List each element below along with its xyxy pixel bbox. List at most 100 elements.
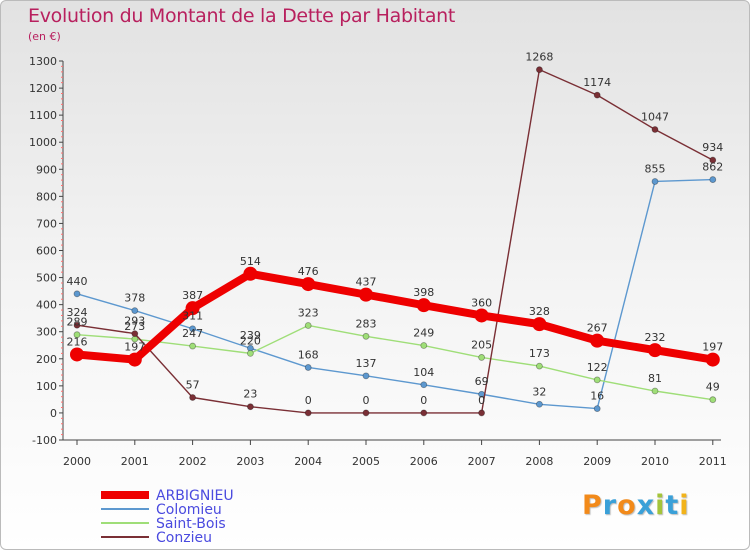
series-line bbox=[76, 178, 714, 410]
data-label: 283 bbox=[356, 317, 377, 330]
data-label: 0 bbox=[363, 394, 370, 407]
data-label: 0 bbox=[420, 394, 427, 407]
data-label: 16 bbox=[590, 390, 604, 403]
data-point bbox=[127, 352, 142, 367]
data-label: 0 bbox=[305, 394, 312, 407]
data-point bbox=[420, 342, 428, 349]
data-point bbox=[478, 354, 486, 361]
data-label: 247 bbox=[182, 327, 203, 340]
data-point bbox=[189, 325, 197, 333]
logo-letter: x bbox=[636, 490, 656, 521]
data-point bbox=[420, 381, 428, 389]
y-tick-label: 300 bbox=[36, 326, 57, 339]
x-tick-label: 2000 bbox=[63, 455, 91, 468]
y-tick-label: 1300 bbox=[29, 55, 57, 68]
data-point bbox=[416, 298, 431, 313]
y-tick-label: 900 bbox=[36, 163, 57, 176]
y-tick-label: 500 bbox=[36, 272, 57, 285]
data-label: 249 bbox=[413, 327, 434, 340]
data-label: 267 bbox=[587, 322, 608, 335]
data-label: 289 bbox=[67, 316, 88, 329]
logo-letter: P bbox=[582, 490, 603, 521]
data-label: 49 bbox=[706, 381, 720, 394]
x-tick-label: 2004 bbox=[294, 455, 322, 468]
y-tick-label: 1000 bbox=[29, 136, 57, 149]
data-label: 57 bbox=[186, 378, 200, 391]
data-point bbox=[536, 66, 543, 74]
data-label: 220 bbox=[240, 334, 261, 347]
data-point bbox=[478, 409, 486, 417]
x-tick-label: 2009 bbox=[583, 455, 611, 468]
data-label: 23 bbox=[243, 388, 257, 401]
series-line bbox=[76, 68, 714, 414]
data-point bbox=[304, 409, 312, 417]
x-tick-label: 2011 bbox=[699, 455, 727, 468]
logo-letter: o bbox=[617, 490, 637, 521]
data-label: 1174 bbox=[583, 76, 611, 89]
data-point bbox=[474, 308, 489, 323]
data-label: 1268 bbox=[525, 51, 553, 64]
data-point bbox=[304, 364, 312, 371]
logo-letter: i bbox=[655, 490, 666, 521]
data-label: 387 bbox=[182, 289, 203, 302]
data-point bbox=[362, 372, 370, 380]
data-label: 0 bbox=[478, 394, 485, 407]
legend-label: Saint-Bois bbox=[156, 516, 226, 532]
data-label: 168 bbox=[298, 348, 319, 361]
logo-letter: i bbox=[679, 490, 690, 521]
proxiti-logo: Proxiti bbox=[582, 490, 690, 521]
y-tick-label: 0 bbox=[50, 407, 57, 420]
data-label: 137 bbox=[356, 357, 377, 370]
y-tick-label: -100 bbox=[32, 434, 57, 447]
y-tick-label: 700 bbox=[36, 217, 57, 230]
data-point bbox=[593, 405, 601, 412]
y-tick-label: 200 bbox=[36, 353, 57, 366]
series-line bbox=[73, 269, 717, 364]
data-label: 437 bbox=[356, 276, 377, 289]
logo-letter: t bbox=[665, 490, 680, 521]
data-label: 934 bbox=[702, 141, 723, 154]
data-point bbox=[131, 307, 139, 314]
data-label: 514 bbox=[240, 255, 261, 268]
logo-letter: r bbox=[602, 490, 618, 521]
data-label: 197 bbox=[124, 341, 145, 354]
data-label: 324 bbox=[67, 306, 88, 319]
data-point bbox=[532, 317, 547, 332]
x-tick-label: 2005 bbox=[352, 455, 380, 468]
series-line bbox=[76, 324, 714, 401]
x-tick-label: 2003 bbox=[236, 455, 264, 468]
x-tick-label: 2007 bbox=[468, 455, 496, 468]
data-label: 862 bbox=[702, 161, 723, 174]
data-point bbox=[246, 403, 254, 411]
data-point bbox=[73, 321, 81, 329]
data-label: 476 bbox=[298, 265, 319, 278]
data-label: 323 bbox=[298, 306, 319, 319]
data-point bbox=[246, 349, 254, 357]
x-tick-label: 2002 bbox=[179, 455, 207, 468]
y-tick-label: 1200 bbox=[29, 82, 57, 95]
data-point bbox=[359, 287, 373, 302]
series-lines bbox=[70, 66, 720, 417]
data-point bbox=[651, 126, 659, 133]
data-label: 239 bbox=[240, 329, 261, 342]
data-label: 1047 bbox=[641, 110, 669, 123]
data-point bbox=[593, 376, 601, 384]
data-point bbox=[362, 332, 370, 340]
data-label: 311 bbox=[182, 310, 203, 323]
data-point bbox=[590, 333, 605, 348]
data-point bbox=[243, 266, 258, 281]
x-tick-label: 2008 bbox=[525, 455, 553, 468]
data-label: 378 bbox=[124, 292, 145, 305]
data-label: 273 bbox=[124, 320, 145, 333]
data-label: 69 bbox=[475, 375, 489, 388]
data-point bbox=[304, 322, 312, 329]
data-point bbox=[651, 387, 659, 395]
data-label: 216 bbox=[67, 335, 88, 348]
data-point bbox=[70, 347, 84, 362]
y-tick-label: 400 bbox=[36, 299, 57, 312]
data-label: 328 bbox=[529, 305, 550, 318]
chart-subtitle: (en €) bbox=[28, 30, 61, 43]
